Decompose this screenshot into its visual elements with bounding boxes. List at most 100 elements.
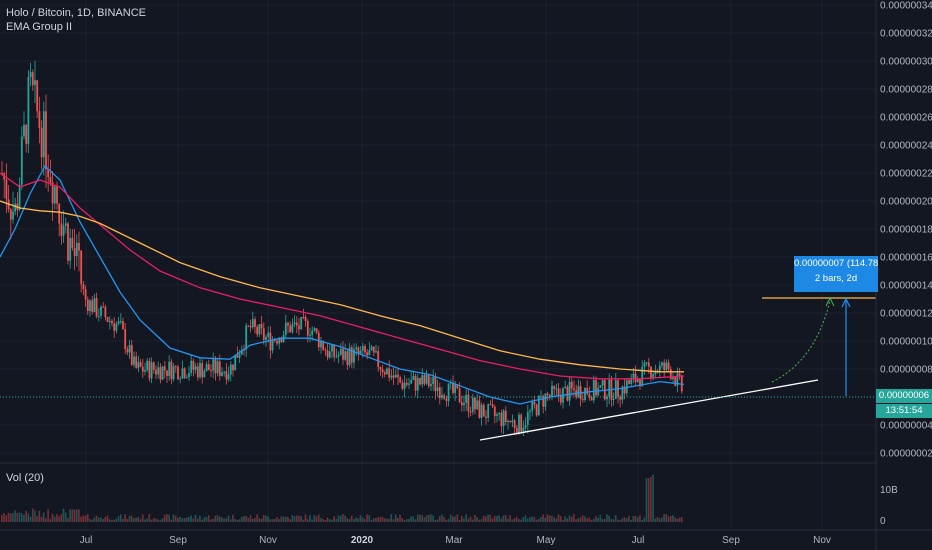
volume-bar <box>632 515 635 522</box>
volume-bar <box>177 518 179 522</box>
volume-bar <box>487 514 489 522</box>
time-tick: 2020 <box>351 535 374 546</box>
candle-body <box>421 375 424 385</box>
candle-body <box>641 366 644 387</box>
volume-bar <box>344 515 346 522</box>
candle-body <box>471 397 474 412</box>
volume-bar <box>665 514 668 522</box>
candle-body <box>82 284 85 290</box>
candle-body <box>346 351 349 365</box>
time-tick: Jul <box>632 535 645 546</box>
candle-body <box>529 410 531 412</box>
volume-bar <box>3 513 5 522</box>
candle-body <box>557 388 560 396</box>
candle-body <box>12 211 14 220</box>
volume-bar <box>381 516 384 522</box>
candle-body <box>304 316 307 321</box>
volume-bar <box>245 516 247 522</box>
volume-bar <box>390 514 393 522</box>
candle-body <box>181 368 184 379</box>
candle-body <box>117 321 120 324</box>
candle-body <box>636 379 639 383</box>
volume-bar <box>377 517 379 522</box>
volume-bar <box>7 512 10 522</box>
volume-bar <box>562 519 564 522</box>
price-tick: 0.00000014 <box>880 281 932 292</box>
volume-bar <box>271 519 274 522</box>
price-tick: 0.00000010 <box>880 337 932 348</box>
volume-bar <box>599 514 602 522</box>
volume-bar <box>25 510 27 522</box>
candle-body <box>20 136 23 185</box>
volume-bar <box>295 515 298 522</box>
candle-body <box>348 347 351 365</box>
volume-bar <box>366 514 368 522</box>
volume-bar <box>124 514 126 522</box>
volume-label[interactable]: Vol (20) <box>6 472 44 484</box>
ema-slow-line <box>0 200 684 373</box>
candle-body <box>269 332 272 351</box>
candle-body <box>485 416 487 418</box>
symbol-title[interactable]: Holo / Bitcoin, 1D, BINANCE <box>6 7 146 19</box>
candle-body <box>531 401 534 411</box>
volume-bar <box>216 515 219 522</box>
candle-body <box>331 345 333 352</box>
candle-body <box>650 366 652 379</box>
candle-body <box>674 377 677 386</box>
volume-bar <box>463 518 465 522</box>
volume-bar <box>276 517 278 522</box>
volume-bar <box>513 518 516 522</box>
candle-body <box>592 379 595 401</box>
candle-body <box>27 76 30 144</box>
drawings[interactable] <box>0 296 876 441</box>
candle-body <box>599 385 602 388</box>
volume-bar <box>84 515 87 522</box>
volume-bars <box>1 474 683 522</box>
candle-body <box>397 374 399 378</box>
candle-body <box>196 366 199 378</box>
volume-bar <box>454 516 456 522</box>
volume-bar <box>40 516 43 522</box>
volume-bar <box>122 518 124 522</box>
candle-body <box>75 242 78 256</box>
candle-body <box>212 359 215 371</box>
volume-bar <box>269 519 272 522</box>
volume-bar <box>458 519 461 522</box>
volume-bar <box>597 517 599 522</box>
volume-bar <box>410 516 412 522</box>
time-tick: Nov <box>259 535 277 546</box>
candle-body <box>93 298 96 313</box>
candle-body <box>177 366 179 380</box>
volume-bar <box>86 514 89 522</box>
volume-bar <box>388 518 390 522</box>
volume-bar <box>152 518 155 522</box>
candle-body <box>155 369 157 375</box>
volume-bar <box>260 518 263 522</box>
indicator-label[interactable]: EMA Group II <box>6 21 73 33</box>
candle-body <box>298 325 300 330</box>
volume-bar <box>119 514 122 522</box>
volume-bar <box>322 518 324 522</box>
grid-lines <box>0 0 876 530</box>
volume-bar <box>434 519 437 522</box>
volume-bar <box>249 515 252 522</box>
volume-bar <box>278 518 280 522</box>
volume-bar <box>18 512 21 522</box>
candle-body <box>179 378 182 380</box>
volume-bar <box>339 515 342 522</box>
volume-bar <box>49 519 52 522</box>
volume-bar <box>128 515 131 522</box>
volume-bar <box>273 519 276 522</box>
volume-bar <box>663 514 665 522</box>
candle-body <box>436 387 439 392</box>
measure-line1: 0.00000007 (114.78%) <box>794 258 878 269</box>
candle-body <box>586 388 589 394</box>
volume-bar <box>97 517 100 522</box>
volume-bar <box>619 519 621 522</box>
volume-bar <box>223 518 225 522</box>
candle-body <box>647 362 650 367</box>
volume-bar <box>467 518 470 522</box>
candle-body <box>540 395 542 397</box>
